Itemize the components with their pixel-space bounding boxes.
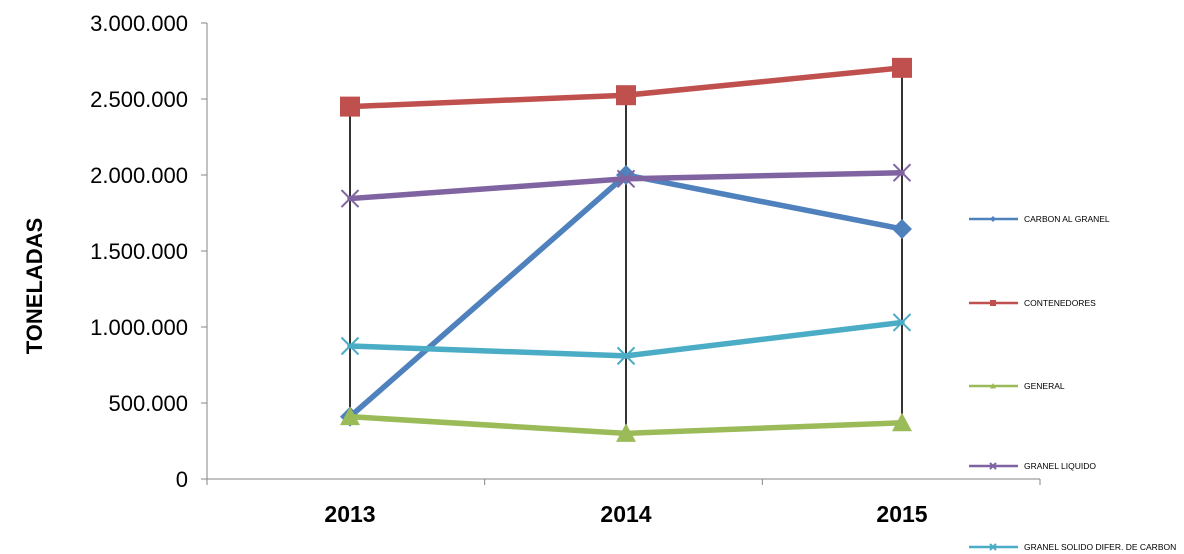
marker-stroke: [892, 163, 912, 182]
legend-label: CARBON AL GRANEL: [1024, 214, 1110, 224]
legend-entry: GRANEL LIQUIDO: [969, 461, 1096, 471]
data-point: [892, 412, 912, 432]
data-point: [616, 423, 636, 442]
marker-stroke: [340, 189, 360, 208]
marker-stroke: [616, 169, 636, 189]
data-point: [340, 189, 360, 208]
legend-entry: GENERAL: [969, 381, 1065, 391]
marker-stroke: [892, 313, 912, 332]
series-general: [340, 406, 912, 442]
data-point: [892, 163, 912, 182]
series-layer: [340, 57, 912, 442]
legend-marker: [989, 543, 997, 551]
y-axis-title: TONELADAS: [22, 218, 47, 355]
marker-stroke: [989, 462, 997, 470]
marker-stroke: [989, 543, 997, 551]
y-tick-label: 1.000.000: [90, 315, 188, 340]
series-contenedores: [340, 57, 912, 117]
y-tick-label: 2.500.000: [90, 87, 188, 112]
data-point: [892, 218, 912, 239]
marker-stroke: [340, 336, 360, 356]
x-tick-label: 2013: [324, 501, 375, 527]
data-point: [340, 96, 360, 117]
data-point: [892, 57, 912, 78]
legend-marker: [990, 216, 996, 222]
legend-label: GRANEL LIQUIDO: [1024, 461, 1096, 471]
x-tick-label: 2014: [600, 501, 651, 527]
data-point: [616, 169, 636, 189]
legend-marker: [990, 300, 996, 306]
y-tick-label: 500.000: [108, 391, 188, 416]
marker-stroke: [616, 346, 636, 366]
data-point: [616, 346, 636, 366]
legend-entry: GRANEL SOLIDO DIFER. DE CARBON: [969, 542, 1176, 552]
axes: 0 500.000 1.000.000 1.500.000 2.000.000 2.500…: [22, 11, 1041, 527]
series-granel-solido-difer-de-carbon: [340, 313, 912, 366]
drop-lines: [349, 67, 903, 434]
data-point: [616, 85, 636, 106]
legend-entry: CONTENEDORES: [969, 298, 1096, 308]
legend-marker: [990, 383, 996, 389]
legend-label: GRANEL SOLIDO DIFER. DE CARBON: [1024, 542, 1176, 552]
legend: CARBON AL GRANEL CONTENEDORES GENERAL GRANE…: [969, 214, 1176, 552]
data-point: [892, 313, 912, 332]
x-tick-label: 2015: [876, 501, 927, 527]
y-tick-label: 3.000.000: [90, 11, 188, 36]
data-point: [340, 406, 360, 426]
y-tick-label: 1.500.000: [90, 239, 188, 264]
y-tick-label: 0: [176, 467, 188, 492]
legend-entry: CARBON AL GRANEL: [969, 214, 1110, 224]
series-granel-liquido: [340, 163, 912, 208]
legend-label: GENERAL: [1024, 381, 1065, 391]
data-point: [340, 336, 360, 356]
legend-label: CONTENEDORES: [1024, 298, 1096, 308]
legend-marker: [989, 462, 997, 470]
y-tick-label: 2.000.000: [90, 163, 188, 188]
